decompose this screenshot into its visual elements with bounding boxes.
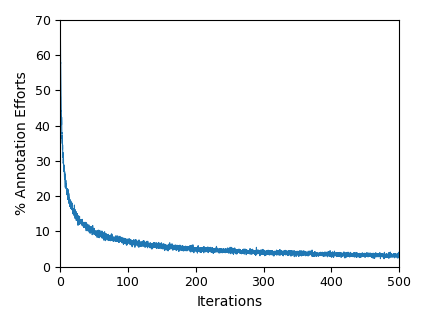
X-axis label: Iterations: Iterations: [196, 295, 263, 309]
Y-axis label: % Annotation Efforts: % Annotation Efforts: [15, 72, 29, 215]
